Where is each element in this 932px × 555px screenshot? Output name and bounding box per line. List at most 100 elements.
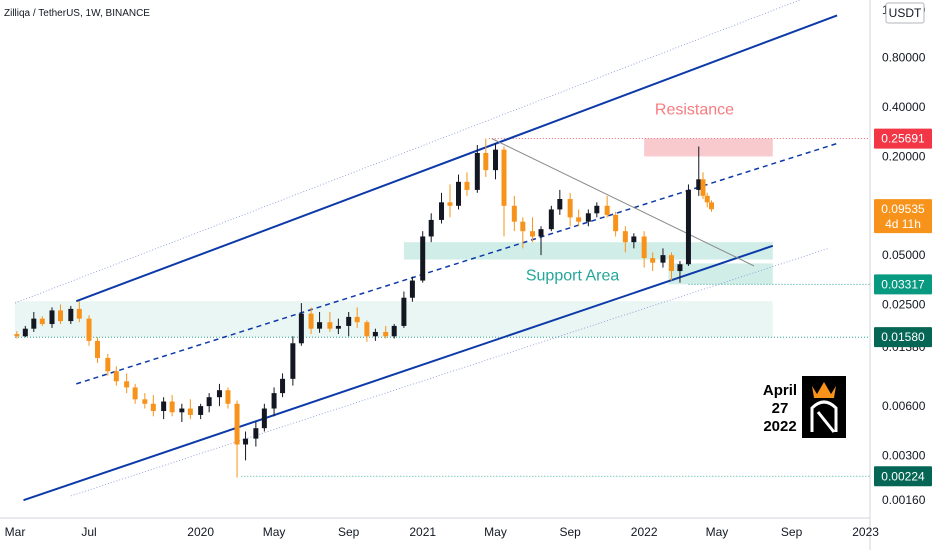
- y-tick-label-6: 0.00600: [882, 399, 926, 413]
- y-tick-label-0: 0.80000: [882, 51, 926, 65]
- price-tag-label-4: 0.00224: [881, 469, 925, 483]
- candle-body-40: [383, 331, 389, 337]
- support-area-zone: [668, 263, 773, 285]
- candle-body-42: [401, 297, 407, 326]
- x-tick-label-10: Sep: [781, 525, 803, 539]
- candle-body-10: [105, 357, 111, 372]
- candle-body-71: [668, 255, 674, 272]
- price-tag-1: [874, 199, 932, 234]
- candle-body-44: [420, 236, 426, 281]
- candle-body-7: [76, 308, 82, 319]
- resistance-zone: [644, 138, 773, 157]
- date-stamp-line-1: 27: [772, 400, 789, 417]
- candle-body-36: [346, 316, 352, 326]
- candle-body-49: [464, 181, 470, 190]
- candle-body-68: [641, 236, 647, 259]
- price-tag-label-3: 0.01580: [881, 330, 925, 344]
- candle-body-26: [253, 428, 259, 439]
- price-tag-sublabel-1: 4d 11h: [885, 217, 921, 231]
- logo-crown-icon: [812, 382, 836, 398]
- x-tick-label-6: May: [484, 525, 507, 539]
- candle-body-62: [585, 213, 591, 222]
- channel-mid-line: [76, 142, 838, 385]
- candle-body-11: [113, 371, 119, 382]
- candle-body-2: [31, 318, 37, 329]
- candle-body-65: [613, 214, 619, 232]
- candle-body-3: [39, 318, 45, 325]
- candle-body-16: [161, 401, 167, 412]
- resistance-label: Resistance: [655, 102, 734, 119]
- candle-body-1: [22, 328, 28, 337]
- candle-body-12: [124, 381, 130, 388]
- price-tag-label-2: 0.03317: [881, 277, 925, 291]
- candle-body-17: [169, 401, 175, 413]
- candle-body-60: [567, 199, 573, 218]
- candle-body-33: [317, 322, 323, 329]
- upper-support-zone: [403, 242, 773, 260]
- date-stamp-line-2: 2022: [763, 418, 796, 435]
- candle-body-20: [198, 406, 204, 415]
- candle-body-19: [187, 408, 193, 415]
- candle-body-35: [335, 325, 341, 329]
- candle-body-21: [206, 397, 212, 407]
- price-tag-0: [874, 128, 932, 149]
- candle-body-52: [493, 149, 499, 171]
- candle-body-30: [290, 343, 296, 379]
- candle-body-32: [308, 313, 314, 329]
- candle-body-67: [631, 236, 637, 243]
- candle-body-64: [604, 205, 610, 215]
- candle-body-48: [456, 181, 462, 206]
- x-tick-label-11: 2023: [852, 525, 879, 539]
- candle-body-72: [677, 264, 683, 272]
- y-tick-label-3: 0.05000: [882, 248, 926, 262]
- price-tag-4: [874, 466, 932, 487]
- x-tick-label-0: Mar: [5, 525, 26, 539]
- price-tag-label-1: 0.09535: [881, 202, 925, 216]
- channel-upper-outer: [14, 0, 801, 304]
- logo-stroke-icon: [816, 411, 836, 433]
- candle-body-51: [483, 152, 489, 171]
- x-tick-label-1: Jul: [81, 525, 96, 539]
- candle-body-28: [271, 393, 277, 409]
- candle-body-69: [650, 258, 656, 263]
- candle-body-74: [696, 179, 702, 190]
- x-tick-label-8: 2022: [631, 525, 658, 539]
- x-tick-label-5: 2021: [409, 525, 436, 539]
- candle-body-4: [49, 310, 55, 325]
- candle-body-27: [261, 408, 267, 429]
- candle-body-23: [225, 390, 231, 404]
- candle-body-34: [327, 322, 333, 329]
- candle-body-15: [150, 403, 156, 412]
- candle-body-38: [364, 322, 370, 337]
- candle-body-31: [298, 313, 304, 344]
- candle-body-70: [660, 255, 666, 263]
- candle-body-63: [594, 205, 600, 214]
- candle-body-56: [530, 231, 536, 237]
- currency-button-label[interactable]: USDT: [889, 6, 922, 20]
- date-stamp-line-0: April: [763, 382, 797, 399]
- candle-body-39: [372, 331, 378, 337]
- symbol-title: Zilliqa / TetherUS, 1W, BINANCE: [4, 8, 150, 19]
- candle-body-8: [86, 318, 92, 341]
- candle-body-41: [391, 325, 397, 337]
- candle-body-66: [622, 231, 628, 243]
- candle-body-5: [58, 310, 64, 322]
- candle-body-29: [280, 378, 286, 394]
- candle-body-61: [576, 217, 582, 222]
- currency-button[interactable]: [885, 2, 925, 24]
- candle-body-58: [548, 209, 554, 230]
- logo-arch-icon: [810, 400, 838, 432]
- channel-lower-line: [23, 244, 774, 502]
- channel-upper-line: [75, 14, 838, 303]
- price-tag-3: [874, 327, 932, 348]
- candle-body-55: [520, 221, 526, 232]
- y-tick-label-4: 0.02500: [882, 297, 926, 311]
- candle-body-54: [511, 205, 517, 222]
- candle-body-22: [216, 390, 222, 398]
- support-area-label: Support Area: [526, 268, 620, 285]
- candle-body-18: [179, 408, 185, 413]
- candle-body-46: [439, 202, 445, 220]
- y-tick-label-7: 0.00300: [882, 448, 926, 462]
